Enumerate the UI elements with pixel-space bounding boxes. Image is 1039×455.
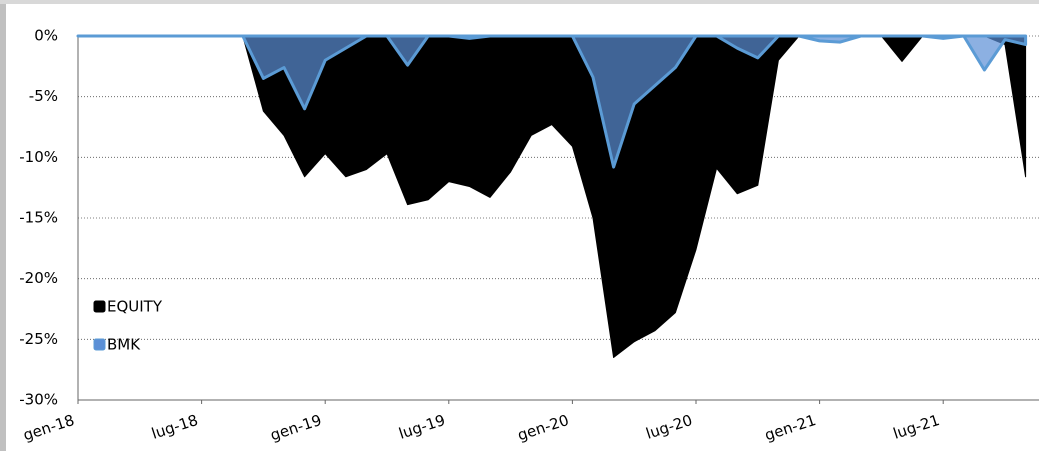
left-edge — [0, 0, 6, 451]
y-tick-label: -30% — [19, 391, 58, 409]
legend-label: EQUITY — [107, 298, 163, 316]
y-tick-label: -5% — [29, 87, 58, 105]
top-edge — [0, 0, 1039, 4]
legend-swatch — [93, 338, 106, 351]
y-tick-label: -20% — [19, 269, 58, 287]
area — [76, 34, 1028, 169]
legend-swatch — [93, 300, 106, 313]
legend-label: BMK — [107, 336, 141, 354]
y-tick-label: -10% — [19, 148, 58, 166]
y-tick-label: -15% — [19, 209, 58, 227]
y-tick-label: -25% — [19, 330, 58, 348]
y-tick-label: 0% — [34, 27, 58, 45]
